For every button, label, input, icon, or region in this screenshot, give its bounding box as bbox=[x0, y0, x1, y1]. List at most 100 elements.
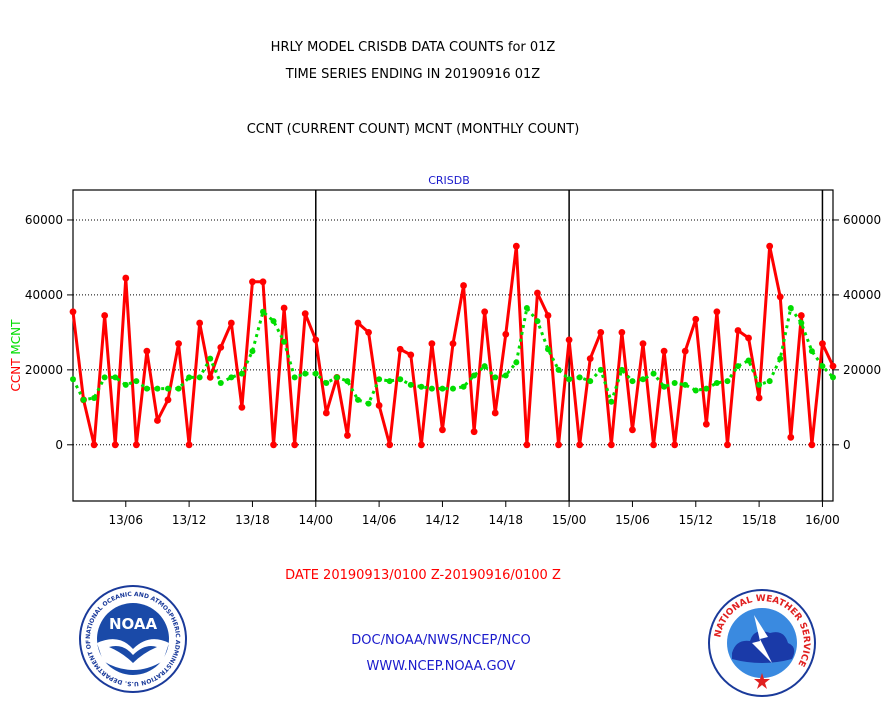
y-axis-label-text: CCNT MCNT bbox=[9, 319, 23, 392]
data-point-mcnt bbox=[502, 372, 509, 379]
data-point-ccnt bbox=[312, 336, 320, 344]
y-tick-label-left: 40000 bbox=[25, 288, 63, 302]
data-point-mcnt bbox=[207, 355, 214, 362]
data-point-mcnt bbox=[534, 318, 541, 325]
y-tick-label-right: 20000 bbox=[843, 363, 881, 377]
y-axis-ticks: 0 0 20000 20000 40000 40000 60000 60000 bbox=[25, 213, 881, 452]
data-point-mcnt bbox=[555, 366, 562, 373]
data-point-mcnt bbox=[344, 378, 351, 385]
data-point-ccnt bbox=[407, 351, 415, 359]
data-point-ccnt bbox=[534, 289, 541, 297]
data-point-mcnt bbox=[112, 374, 119, 381]
data-point-mcnt bbox=[196, 374, 203, 381]
data-point-mcnt bbox=[323, 379, 330, 386]
data-point-mcnt bbox=[629, 378, 636, 385]
data-point-ccnt bbox=[270, 441, 277, 449]
data-point-ccnt bbox=[808, 441, 816, 449]
chart-subtitle: CCNT (CURRENT COUNT) MCNT (MONTHLY COUNT… bbox=[247, 122, 580, 137]
data-point-mcnt bbox=[682, 381, 689, 388]
x-tick-label: 14/18 bbox=[488, 513, 523, 527]
data-point-ccnt bbox=[797, 312, 805, 319]
data-point-mcnt bbox=[302, 370, 309, 377]
y-tick-label-right: 40000 bbox=[843, 288, 881, 302]
data-point-mcnt bbox=[175, 385, 182, 392]
data-point-mcnt bbox=[365, 400, 372, 407]
data-point-ccnt bbox=[491, 409, 499, 417]
data-point-ccnt bbox=[660, 347, 668, 355]
data-point-mcnt bbox=[186, 374, 193, 381]
data-point-mcnt bbox=[745, 357, 752, 364]
data-point-mcnt bbox=[143, 385, 150, 392]
data-point-ccnt bbox=[249, 278, 256, 286]
data-point-ccnt bbox=[344, 432, 351, 439]
data-point-ccnt bbox=[375, 402, 383, 409]
data-point-mcnt bbox=[692, 387, 699, 394]
data-point-ccnt bbox=[164, 396, 172, 404]
data-point-ccnt bbox=[766, 242, 774, 250]
y-tick-label-right: 60000 bbox=[843, 213, 881, 227]
data-point-mcnt bbox=[545, 346, 551, 353]
x-tick-label: 16/00 bbox=[805, 513, 840, 527]
data-point-mcnt bbox=[312, 370, 319, 377]
data-point-ccnt bbox=[291, 441, 299, 449]
data-point-ccnt bbox=[523, 441, 531, 449]
gridlines bbox=[73, 219, 833, 446]
data-point-ccnt bbox=[460, 282, 467, 289]
data-point-mcnt bbox=[70, 376, 76, 383]
data-point-mcnt bbox=[386, 378, 393, 385]
data-point-ccnt bbox=[502, 330, 510, 338]
data-point-mcnt bbox=[766, 378, 773, 385]
chart-title-line1: HRLY MODEL CRISDB DATA COUNTS for 01Z bbox=[271, 40, 556, 55]
x-tick-label: 15/18 bbox=[742, 513, 777, 527]
x-axis-ticks: 13/06 13/12 13/18 14/00 14/06 14/12 14/18 15/00… bbox=[108, 501, 840, 527]
nws-logo: NATIONAL WEATHER SERVICE bbox=[708, 589, 816, 697]
data-point-ccnt bbox=[449, 340, 457, 348]
data-point-mcnt bbox=[439, 385, 446, 392]
data-point-ccnt bbox=[618, 328, 626, 336]
data-point-ccnt bbox=[185, 441, 193, 449]
x-tick-label: 13/12 bbox=[172, 513, 207, 527]
data-point-ccnt bbox=[132, 441, 140, 449]
data-point-ccnt bbox=[322, 409, 330, 417]
data-point-ccnt bbox=[259, 278, 267, 286]
data-point-ccnt bbox=[227, 319, 235, 327]
data-point-ccnt bbox=[544, 312, 552, 319]
data-point-ccnt bbox=[90, 441, 98, 449]
noaa-logo-text: NOAA bbox=[109, 615, 158, 633]
data-point-mcnt bbox=[133, 378, 140, 385]
data-point-mcnt bbox=[228, 374, 235, 381]
data-point-ccnt bbox=[301, 310, 309, 318]
data-point-ccnt bbox=[681, 347, 689, 355]
data-point-mcnt bbox=[217, 379, 224, 386]
data-point-mcnt bbox=[587, 378, 594, 385]
data-point-mcnt bbox=[397, 376, 404, 383]
x-tick-label: 15/00 bbox=[552, 513, 587, 527]
data-point-mcnt bbox=[713, 379, 720, 386]
data-point-ccnt bbox=[787, 433, 795, 441]
data-point-mcnt bbox=[122, 381, 129, 388]
data-point-mcnt bbox=[91, 394, 98, 401]
data-point-ccnt bbox=[417, 441, 425, 449]
data-point-ccnt bbox=[776, 293, 784, 301]
website-link[interactable]: WWW.NCEP.NOAA.GOV bbox=[367, 659, 516, 674]
data-point-ccnt bbox=[217, 343, 225, 351]
data-point-mcnt bbox=[260, 308, 266, 315]
data-point-ccnt bbox=[428, 340, 436, 348]
data-point-ccnt bbox=[724, 441, 731, 449]
data-point-mcnt bbox=[238, 370, 245, 377]
data-point-ccnt bbox=[143, 347, 151, 355]
x-tick-label: 14/06 bbox=[362, 513, 397, 527]
data-point-ccnt bbox=[470, 428, 478, 436]
data-point-mcnt bbox=[830, 374, 836, 381]
data-point-mcnt bbox=[450, 385, 456, 392]
data-point-ccnt bbox=[755, 394, 763, 402]
data-point-ccnt bbox=[702, 420, 710, 428]
y-axis-label-part: MCNT bbox=[9, 319, 23, 359]
plot-title: CRISDB bbox=[428, 174, 470, 187]
data-point-ccnt bbox=[650, 441, 657, 449]
data-point-mcnt bbox=[566, 376, 573, 383]
data-point-mcnt bbox=[165, 385, 171, 392]
x-tick-label: 13/06 bbox=[108, 513, 143, 527]
chart-title-line2: TIME SERIES ENDING IN 20190916 01Z bbox=[285, 67, 541, 82]
